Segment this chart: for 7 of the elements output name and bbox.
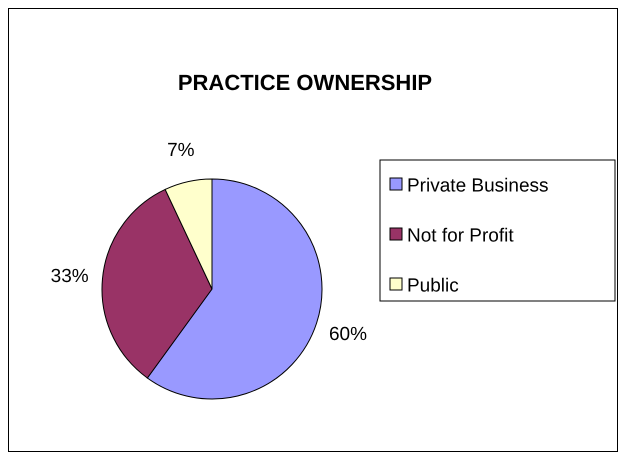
data-label: 60% [328, 324, 368, 345]
chart-title: PRACTICE OWNERSHIP [178, 70, 432, 95]
legend-label: Public [407, 276, 459, 297]
data-label: 33% [50, 266, 89, 288]
legend-label: Private Business [407, 176, 549, 197]
data-label: 7% [167, 140, 195, 162]
legend-label: Not for Profit [407, 226, 514, 247]
